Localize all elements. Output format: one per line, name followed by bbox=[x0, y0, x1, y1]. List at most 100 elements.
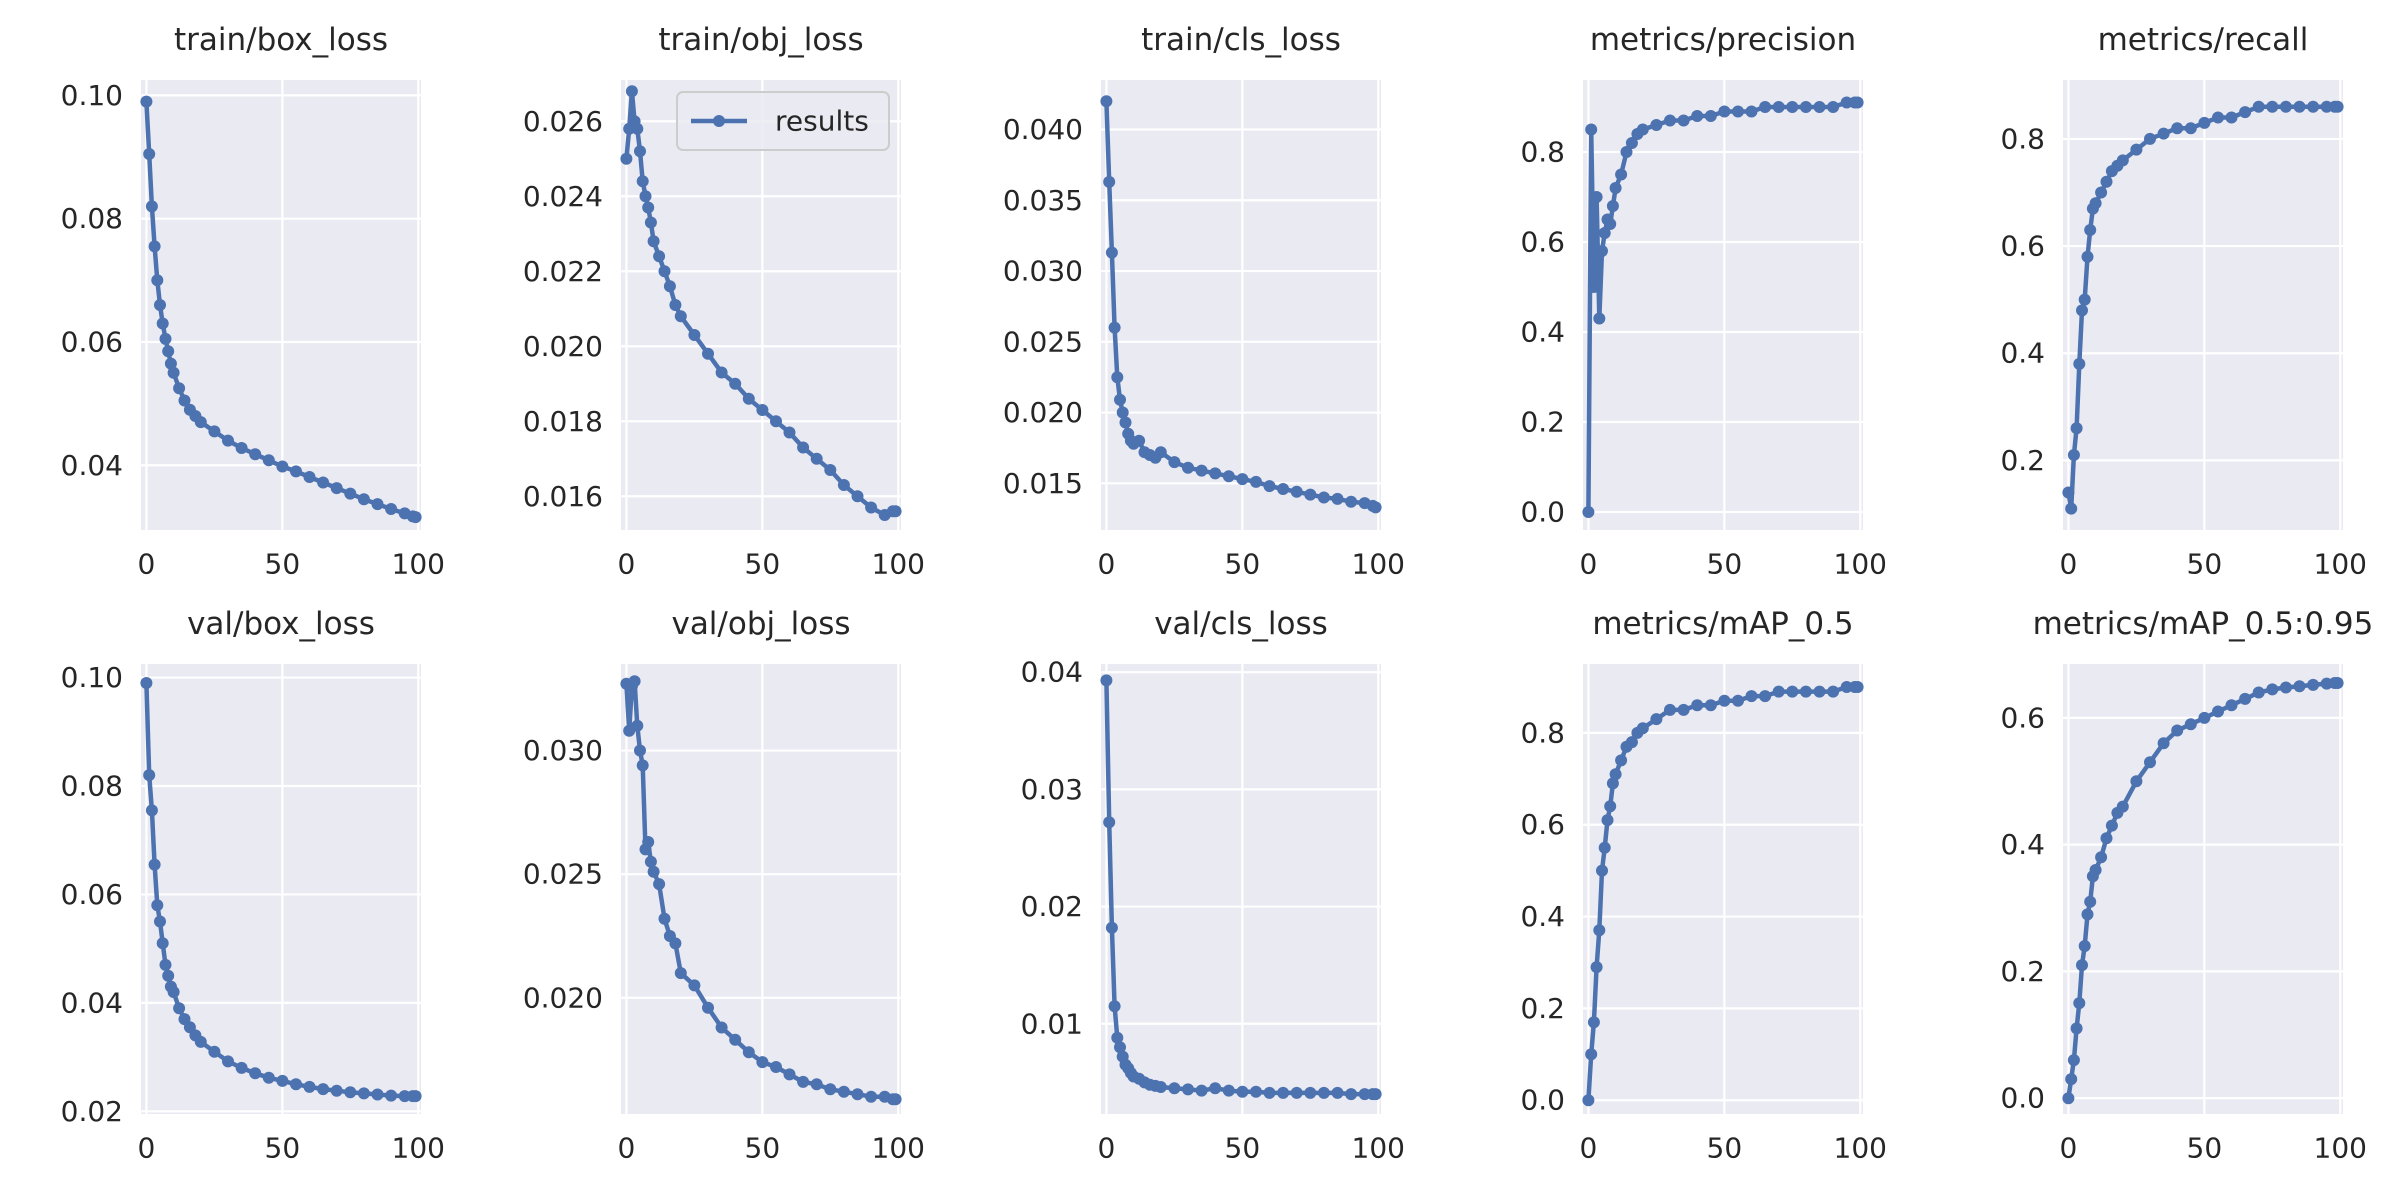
data-point bbox=[164, 357, 177, 370]
data-point bbox=[1601, 814, 1614, 827]
data-point bbox=[1625, 736, 1638, 749]
data-point bbox=[1650, 119, 1663, 131]
subplot-1: 0.016 0.018 0.020 0.022 0.024 0.026 0 50 100 trai… bbox=[523, 22, 925, 581]
data-point bbox=[409, 1090, 422, 1103]
data-point bbox=[715, 1021, 728, 1034]
data-point bbox=[1277, 483, 1290, 495]
data-point bbox=[1154, 446, 1167, 459]
data-point bbox=[2100, 832, 2113, 845]
data-point bbox=[2157, 127, 2170, 140]
data-point bbox=[2070, 422, 2083, 435]
data-point bbox=[1759, 101, 1772, 113]
data-point bbox=[2081, 250, 2094, 263]
data-point bbox=[1103, 175, 1116, 188]
data-point bbox=[2073, 997, 2086, 1010]
y-tick-label: 0.6 bbox=[2000, 230, 2045, 263]
legend-box bbox=[676, 91, 890, 151]
y-tick-label: 0.4 bbox=[2000, 828, 2045, 861]
data-point bbox=[208, 1045, 221, 1058]
y-tick-label: 0.6 bbox=[1520, 226, 1565, 259]
x-tick-label: 100 bbox=[392, 548, 445, 581]
data-point bbox=[1582, 1094, 1595, 1107]
data-point bbox=[290, 465, 302, 478]
legend: results bbox=[676, 91, 890, 151]
x-tick-label: 0 bbox=[2060, 1132, 2078, 1165]
data-point bbox=[2144, 756, 2156, 769]
data-point bbox=[1718, 105, 1731, 118]
data-point bbox=[2331, 100, 2344, 113]
data-point bbox=[2073, 357, 2086, 370]
x-tick-label: 0 bbox=[1580, 1132, 1598, 1165]
data-point bbox=[1108, 1000, 1121, 1013]
data-point bbox=[783, 1068, 796, 1081]
data-point bbox=[143, 148, 156, 160]
data-point bbox=[1851, 681, 1864, 693]
data-point bbox=[1222, 470, 1235, 483]
subplot-5: 0.02 0.04 0.06 0.08 0.10 0 50 100 val/box_loss bbox=[61, 606, 445, 1165]
subplot-0: 0.04 0.06 0.08 0.10 0 50 100 train/box_loss bbox=[61, 22, 445, 581]
data-point bbox=[148, 858, 161, 871]
data-point bbox=[1593, 924, 1606, 937]
data-point bbox=[1827, 685, 1840, 698]
y-tick-label: 0.0 bbox=[1520, 1084, 1565, 1117]
data-point bbox=[1615, 168, 1628, 181]
data-point bbox=[2293, 680, 2306, 693]
y-tick-label: 0.04 bbox=[61, 986, 123, 1019]
data-point bbox=[715, 366, 728, 379]
data-point bbox=[317, 1083, 330, 1096]
data-point bbox=[634, 744, 646, 757]
data-point bbox=[810, 1078, 823, 1091]
x-tick-label: 100 bbox=[1834, 1132, 1887, 1165]
data-point bbox=[1154, 1081, 1167, 1093]
data-point bbox=[647, 865, 660, 878]
data-point bbox=[2225, 699, 2238, 712]
data-point bbox=[290, 1078, 302, 1091]
data-point bbox=[262, 1071, 275, 1084]
data-point bbox=[173, 1002, 186, 1015]
data-point bbox=[2239, 106, 2252, 119]
y-tick-label: 0.10 bbox=[61, 79, 123, 112]
subplot-3: 0.0 0.2 0.4 0.6 0.8 0 50 100 metrics/precision bbox=[1520, 22, 1887, 581]
y-tick-label: 0.08 bbox=[61, 202, 123, 235]
data-point bbox=[385, 1089, 398, 1102]
data-point bbox=[865, 501, 878, 514]
data-point bbox=[2116, 800, 2129, 813]
x-tick-label: 50 bbox=[1707, 548, 1743, 581]
x-tick-label: 0 bbox=[618, 548, 636, 581]
data-point bbox=[222, 434, 234, 447]
y-tick-label: 0.018 bbox=[523, 405, 603, 438]
y-tick-label: 0.10 bbox=[61, 661, 123, 694]
y-tick-label: 0.02 bbox=[61, 1095, 123, 1128]
data-point bbox=[2184, 122, 2197, 135]
data-point bbox=[837, 479, 850, 491]
data-point bbox=[1677, 114, 1690, 127]
data-point bbox=[2307, 678, 2320, 691]
data-point bbox=[1587, 1016, 1600, 1029]
data-point bbox=[865, 1090, 878, 1103]
data-point bbox=[1636, 722, 1649, 735]
data-point bbox=[145, 200, 158, 213]
data-point bbox=[208, 425, 221, 438]
data-point bbox=[159, 332, 172, 345]
x-tick-label: 50 bbox=[2187, 1132, 2223, 1165]
data-point bbox=[1263, 1086, 1276, 1099]
data-point bbox=[2266, 100, 2279, 113]
data-point bbox=[151, 899, 164, 912]
data-point bbox=[235, 442, 248, 454]
x-tick-label: 0 bbox=[138, 1132, 156, 1165]
data-point bbox=[1168, 1082, 1181, 1095]
data-point bbox=[1100, 95, 1113, 108]
data-point bbox=[249, 1067, 262, 1080]
data-point bbox=[1664, 703, 1676, 716]
y-tick-label: 0.2 bbox=[1520, 406, 1565, 439]
data-point bbox=[625, 85, 638, 98]
data-point bbox=[1105, 921, 1118, 934]
data-point bbox=[2084, 895, 2097, 908]
x-tick-label: 100 bbox=[392, 1132, 445, 1165]
data-point bbox=[2252, 100, 2265, 113]
data-point bbox=[1677, 703, 1690, 716]
data-point bbox=[178, 394, 191, 407]
data-point bbox=[810, 452, 823, 465]
data-point bbox=[317, 476, 330, 489]
data-point bbox=[2130, 143, 2143, 156]
